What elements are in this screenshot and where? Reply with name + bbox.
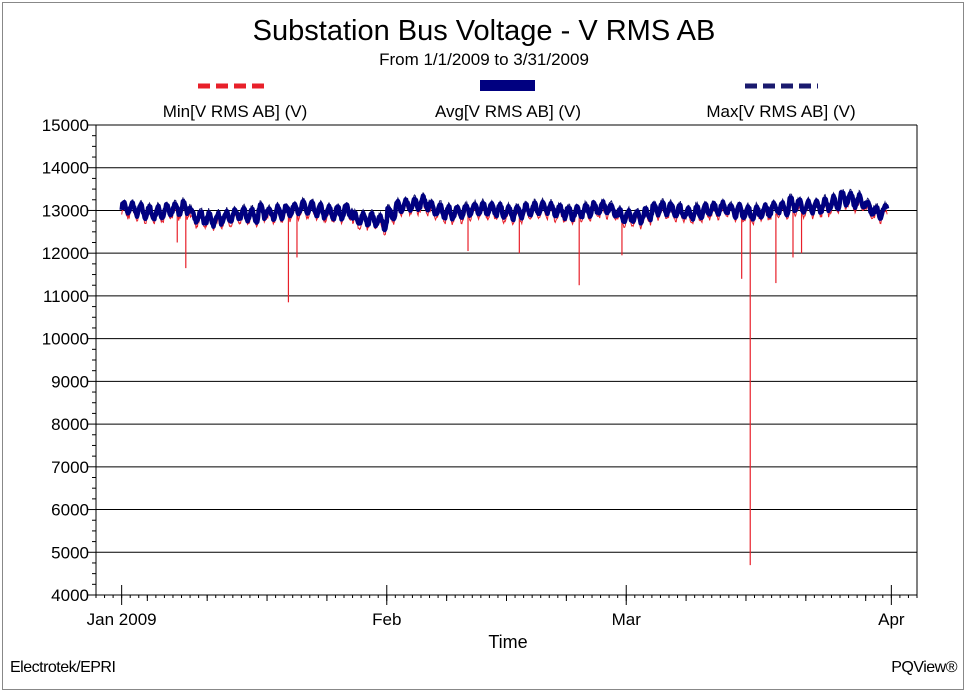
legend-min-label: Min[V RMS AB] (V) — [163, 102, 308, 121]
y-tick-label: 11000 — [43, 287, 89, 306]
y-axis: 4000 5000 6000 7000 8000 9000 10000 11000 12000 1… — [42, 116, 96, 605]
legend-max-label: Max[V RMS AB] (V) — [706, 102, 855, 121]
footer-right: PQView® — [891, 659, 957, 676]
legend: Min[V RMS AB] (V) Avg[V RMS AB] (V) Max[… — [163, 80, 856, 121]
x-tick-label: Jan 2009 — [87, 610, 157, 629]
y-tick-label: 4000 — [51, 586, 89, 605]
x-tick-label: Mar — [612, 610, 642, 629]
y-tick-label: 8000 — [51, 415, 89, 434]
chart-subtitle: From 1/1/2009 to 3/31/2009 — [379, 50, 589, 69]
y-tick-label: 5000 — [51, 543, 89, 562]
y-tick-label: 9000 — [51, 372, 89, 391]
x-tick-label: Feb — [372, 610, 401, 629]
legend-avg-swatch — [480, 80, 535, 91]
y-tick-label: 14000 — [42, 159, 89, 178]
chart-title: Substation Bus Voltage - V RMS AB — [253, 15, 716, 47]
grid — [95, 124, 918, 596]
y-tick-label: 6000 — [51, 501, 89, 520]
x-tick-label: Apr — [878, 610, 905, 629]
y-tick-label: 7000 — [51, 458, 89, 477]
series-avg — [119, 190, 890, 233]
y-tick-label: 13000 — [42, 201, 89, 220]
x-axis: Jan 2009 Feb Mar Apr — [87, 585, 918, 629]
avg-line — [119, 190, 890, 233]
y-tick-label: 10000 — [42, 330, 89, 349]
footer-left: Electrotek/EPRI — [10, 659, 116, 676]
y-tick-label: 15000 — [42, 116, 89, 135]
y-tick-label: 12000 — [42, 244, 89, 263]
x-axis-label: Time — [488, 632, 527, 652]
legend-avg-label: Avg[V RMS AB] (V) — [435, 102, 581, 121]
